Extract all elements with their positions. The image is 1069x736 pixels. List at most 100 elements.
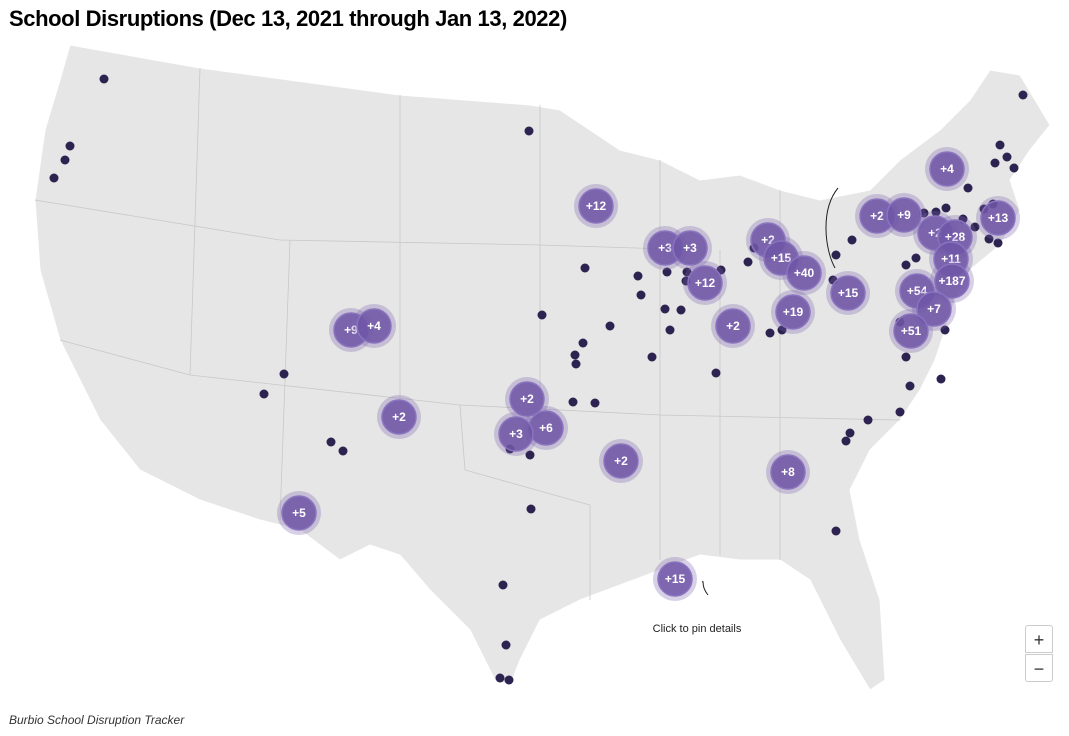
school-dot — [841, 436, 851, 446]
annotation-arrow — [825, 187, 839, 269]
cluster-label: +187 — [938, 274, 965, 288]
cluster[interactable] — [578, 188, 614, 224]
school-dot — [568, 397, 578, 407]
school-dot — [99, 74, 109, 84]
cluster-label: +3 — [658, 241, 672, 255]
cluster-label: +3 — [683, 241, 697, 255]
school-dot — [863, 415, 873, 425]
cluster-label: +6 — [539, 421, 553, 435]
school-dot — [919, 208, 929, 218]
school-dot — [765, 328, 775, 338]
cluster-label: +15 — [665, 572, 686, 586]
cluster[interactable] — [657, 561, 693, 597]
school-dot — [1009, 163, 1019, 173]
cluster[interactable] — [786, 255, 822, 291]
school-dot — [526, 504, 536, 514]
zoom-in-button[interactable]: + — [1025, 625, 1053, 653]
zoom-out-button[interactable]: − — [1025, 654, 1053, 682]
school-dot — [259, 389, 269, 399]
cluster-label: +4 — [940, 162, 954, 176]
school-dot — [647, 352, 657, 362]
school-dot — [847, 235, 857, 245]
cluster-label: +12 — [695, 276, 716, 290]
school-dot — [504, 675, 514, 685]
school-dot — [326, 437, 336, 447]
cluster-label: +7 — [927, 302, 941, 316]
cluster[interactable] — [893, 313, 929, 349]
cluster[interactable] — [775, 294, 811, 330]
source: Burbio School Disruption Tracker — [9, 713, 185, 727]
school-dot — [279, 369, 289, 379]
cluster[interactable] — [603, 443, 639, 479]
cluster[interactable] — [770, 454, 806, 490]
school-dot — [743, 257, 753, 267]
school-dot — [963, 183, 973, 193]
cluster-label: +5 — [292, 506, 306, 520]
school-dot — [537, 310, 547, 320]
cluster-label: +11 — [941, 252, 961, 266]
cluster-label: +51 — [901, 324, 922, 338]
school-dot — [525, 450, 535, 460]
school-dot — [636, 290, 646, 300]
cluster[interactable] — [509, 381, 545, 417]
annotation: Click to pin details — [653, 623, 742, 635]
cluster[interactable] — [687, 265, 723, 301]
cluster-label: +15 — [838, 286, 859, 300]
school-dot — [995, 140, 1005, 150]
cluster-label: +15 — [771, 251, 792, 265]
cluster[interactable] — [916, 291, 952, 327]
school-dot — [1018, 90, 1028, 100]
cluster[interactable] — [356, 308, 392, 344]
school-dot — [993, 238, 1003, 248]
cluster[interactable] — [715, 308, 751, 344]
school-dot — [905, 381, 915, 391]
school-dot — [498, 580, 508, 590]
school-dot — [984, 234, 994, 244]
school-dot — [60, 155, 70, 165]
school-dot — [911, 253, 921, 263]
school-dot — [940, 325, 950, 335]
school-dot — [901, 352, 911, 362]
cluster[interactable] — [381, 399, 417, 435]
us-outline — [34, 44, 1051, 691]
cluster[interactable] — [934, 263, 970, 299]
cluster-label: +28 — [945, 230, 966, 244]
cluster[interactable] — [929, 151, 965, 187]
cluster[interactable] — [672, 230, 708, 266]
school-dot — [970, 222, 980, 232]
school-dot — [831, 250, 841, 260]
cluster-label: +54 — [907, 284, 928, 298]
cluster[interactable] — [281, 495, 317, 531]
school-dot — [571, 359, 581, 369]
cluster-label: +9 — [344, 323, 358, 337]
cluster[interactable] — [830, 275, 866, 311]
school-dot — [49, 173, 59, 183]
dots — [49, 74, 1028, 685]
clusters: +4 +12 +2 +9 +13 +2 +28 +3 +3 +2 +15 +11 +40 +12 +187 +… — [277, 147, 1020, 601]
cluster-label: +2 — [614, 454, 628, 468]
cluster-label: +2 — [392, 410, 406, 424]
school-dot — [65, 141, 75, 151]
cluster-label: +40 — [794, 266, 815, 280]
school-dot — [777, 325, 787, 335]
school-dot — [338, 446, 348, 456]
cluster-label: +3 — [509, 427, 523, 441]
cluster[interactable] — [886, 197, 922, 233]
school-dot — [711, 368, 721, 378]
school-dot — [580, 263, 590, 273]
school-dot — [941, 203, 951, 213]
school-dot — [895, 407, 905, 417]
school-dot — [665, 325, 675, 335]
cluster-label: +4 — [367, 319, 381, 333]
school-dot — [570, 350, 580, 360]
school-dot — [495, 673, 505, 683]
cluster[interactable] — [498, 416, 534, 452]
school-dot — [682, 267, 692, 277]
state-borders — [34, 67, 901, 600]
annotation-arrow — [701, 581, 709, 596]
school-dot — [901, 260, 911, 270]
school-dot — [524, 126, 534, 136]
cluster[interactable] — [980, 200, 1016, 236]
